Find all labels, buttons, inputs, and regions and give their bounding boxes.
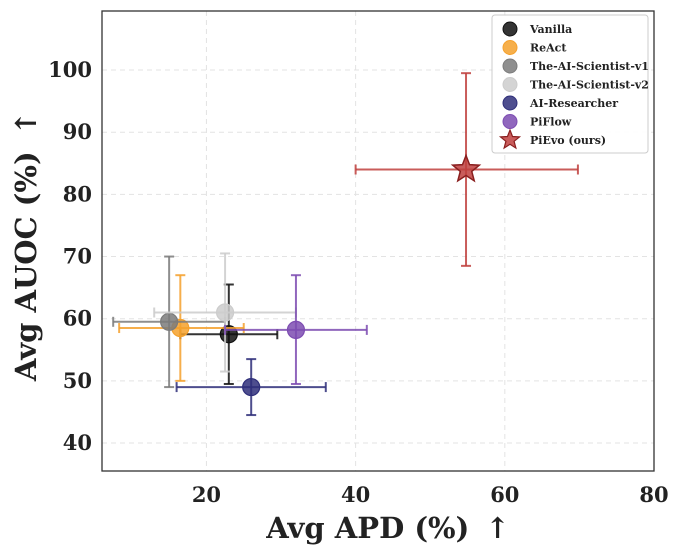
y-tick-label: 80 <box>63 181 92 206</box>
legend: Vanilla ReAct The-AI-Scientist-v1 The-AI-Sc… <box>491 14 649 154</box>
x-tick-label: 20 <box>192 482 221 507</box>
legend-marker <box>502 21 518 37</box>
series-piflow <box>224 274 368 385</box>
y-tick-label: 100 <box>48 57 92 82</box>
series-the-ai-scientist-v1 <box>112 255 227 389</box>
x-axis-label-arrow: ↑ <box>485 511 509 545</box>
y-tick-label: 60 <box>63 306 92 331</box>
series-layer <box>112 72 579 417</box>
series-ai-researcher <box>175 358 327 417</box>
x-tick-label: 40 <box>341 482 370 507</box>
legend-marker <box>502 58 518 74</box>
data-point <box>215 303 235 322</box>
legend-marker <box>502 114 518 129</box>
y-tick-label: 50 <box>63 368 92 393</box>
legend-marker <box>502 40 518 55</box>
legend-marker <box>502 95 518 111</box>
x-tick-label: 80 <box>639 482 668 507</box>
x-axis-label-text: Avg APD (%) <box>265 511 469 545</box>
y-axis-label-arrow: ↑ <box>9 111 43 135</box>
y-tick-label: 40 <box>63 430 92 455</box>
legend-marker <box>502 77 518 92</box>
series-the-ai-scientist-v2 <box>153 252 297 373</box>
series-vanilla <box>179 283 279 385</box>
legend-label: The-AI-Scientist-v1 <box>530 60 649 73</box>
legend-marker-star <box>498 128 522 150</box>
y-axis-label-text: Avg AUOC (%) <box>9 151 43 382</box>
x-axis-label: Avg APD (%) ↑ <box>265 511 510 545</box>
legend-label: PiFlow <box>530 116 572 129</box>
legend-label: AI-Researcher <box>529 97 618 110</box>
y-tick-label: 90 <box>63 119 92 144</box>
data-point <box>160 312 179 331</box>
data-point <box>286 320 306 339</box>
y-axis-label: Avg AUOC (%) ↑ <box>9 111 43 382</box>
ticks-layer: 20 40 60 80 40 50 60 70 80 90 100 <box>48 57 668 507</box>
data-point-star <box>450 153 482 183</box>
plot-frame <box>101 10 655 472</box>
y-tick-label: 70 <box>63 244 92 269</box>
x-tick-label: 60 <box>490 482 519 507</box>
data-point <box>242 377 261 397</box>
legend-box <box>491 14 649 154</box>
legend-label: Vanilla <box>529 23 572 36</box>
legend-label: ReAct <box>530 42 567 55</box>
legend-label: The-AI-Scientist-v2 <box>530 79 649 92</box>
series-pievo-ours- <box>354 72 579 267</box>
legend-label: PiEvo (ours) <box>530 134 606 147</box>
